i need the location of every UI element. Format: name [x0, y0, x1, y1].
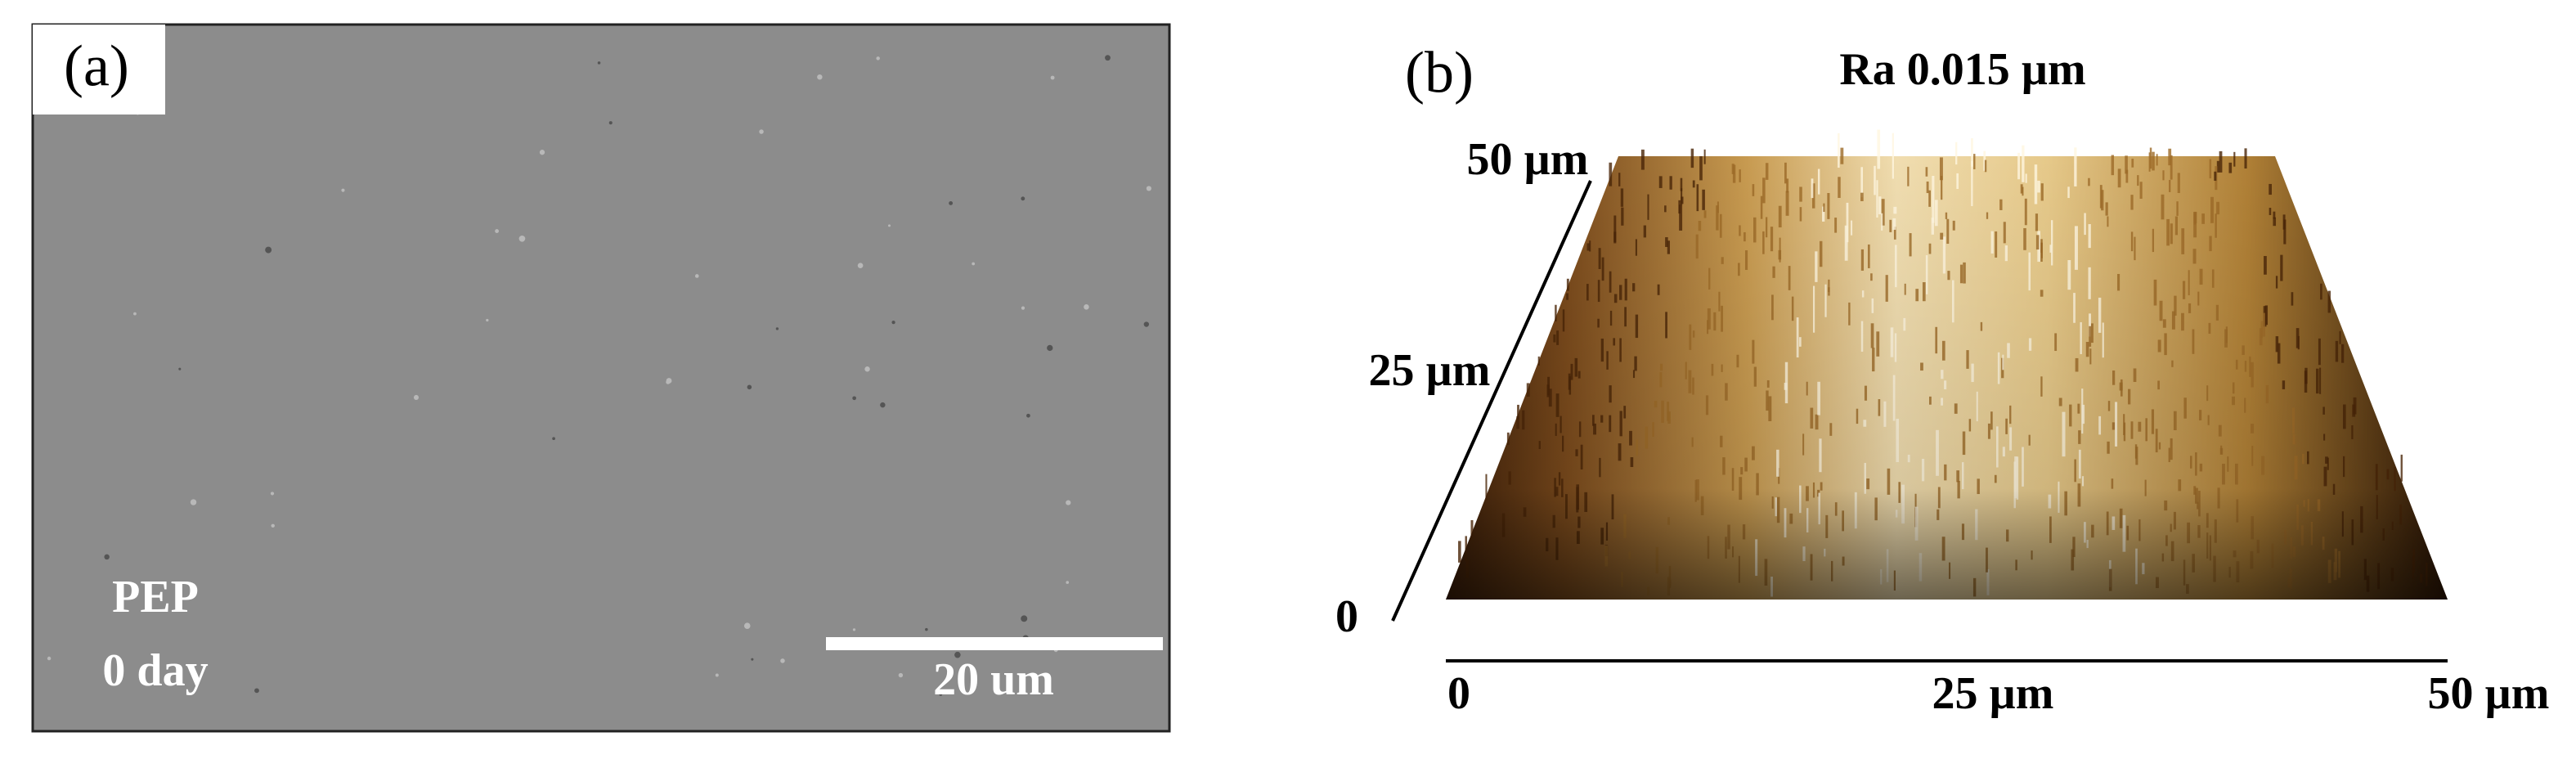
depth-tick-label: 25 µm: [1369, 345, 1491, 396]
speck: [898, 672, 904, 678]
speck: [925, 627, 928, 631]
afm-title: Ra 0.015 µm: [1839, 44, 2085, 95]
speck: [1066, 500, 1071, 505]
speck: [972, 262, 976, 266]
time-label: 0 day: [102, 645, 208, 696]
speck: [518, 235, 526, 242]
speck: [539, 150, 545, 155]
depth-axis: [1391, 180, 1592, 622]
speck: [864, 366, 870, 372]
speck: [887, 224, 891, 227]
speck: [1066, 581, 1070, 584]
panel-label: (a): [64, 34, 129, 99]
speck: [852, 628, 856, 631]
speck: [1021, 615, 1028, 622]
speck: [747, 384, 752, 390]
depth-tick-label: 50 µm: [1467, 134, 1589, 185]
speck: [775, 327, 779, 330]
speck: [857, 263, 864, 269]
speck: [852, 396, 856, 401]
x-tick-label: 25 µm: [1932, 668, 2054, 719]
speck: [1105, 55, 1111, 61]
scale-bar: [826, 637, 1163, 650]
speck: [1143, 321, 1150, 327]
label-box: [33, 25, 165, 115]
speck: [413, 394, 420, 400]
speck: [666, 378, 672, 384]
speck: [694, 274, 699, 278]
speck: [817, 74, 823, 80]
speck: [190, 499, 197, 505]
speck: [743, 622, 751, 629]
speck: [876, 56, 880, 61]
speck: [1050, 75, 1055, 80]
speck: [880, 402, 886, 408]
x-tick-label: 0: [1447, 668, 1470, 719]
scale-bar-label: 20 um: [933, 654, 1054, 705]
speck: [939, 693, 943, 696]
speck: [1026, 413, 1030, 418]
speck: [265, 246, 272, 254]
panel-label: (b): [1405, 40, 1474, 106]
speck: [608, 121, 613, 125]
speck: [47, 656, 52, 661]
speck: [954, 651, 961, 658]
speck: [178, 367, 182, 371]
speck: [104, 554, 110, 560]
sample-label: PEP: [112, 572, 199, 622]
speck: [270, 492, 275, 496]
sem-image: [31, 23, 1171, 733]
speck: [133, 312, 137, 316]
speck: [271, 523, 275, 528]
speck: [715, 673, 719, 677]
speck: [341, 188, 345, 192]
x-tick-label: 50 µm: [2428, 668, 2550, 719]
speck: [1021, 196, 1025, 201]
speck: [1084, 304, 1089, 310]
speck: [486, 318, 489, 322]
speck: [949, 201, 954, 205]
speck: [759, 129, 764, 134]
speck: [495, 229, 500, 233]
speck: [780, 658, 785, 663]
speck: [552, 437, 555, 441]
speck: [597, 61, 601, 65]
speck: [1047, 344, 1053, 352]
speck: [1021, 306, 1025, 310]
speck: [891, 320, 895, 325]
speck: [1146, 186, 1151, 191]
depth-tick-label: 0: [1335, 591, 1358, 642]
speck: [254, 688, 259, 694]
speck: [751, 658, 754, 661]
afm-shade: [1446, 156, 2448, 600]
